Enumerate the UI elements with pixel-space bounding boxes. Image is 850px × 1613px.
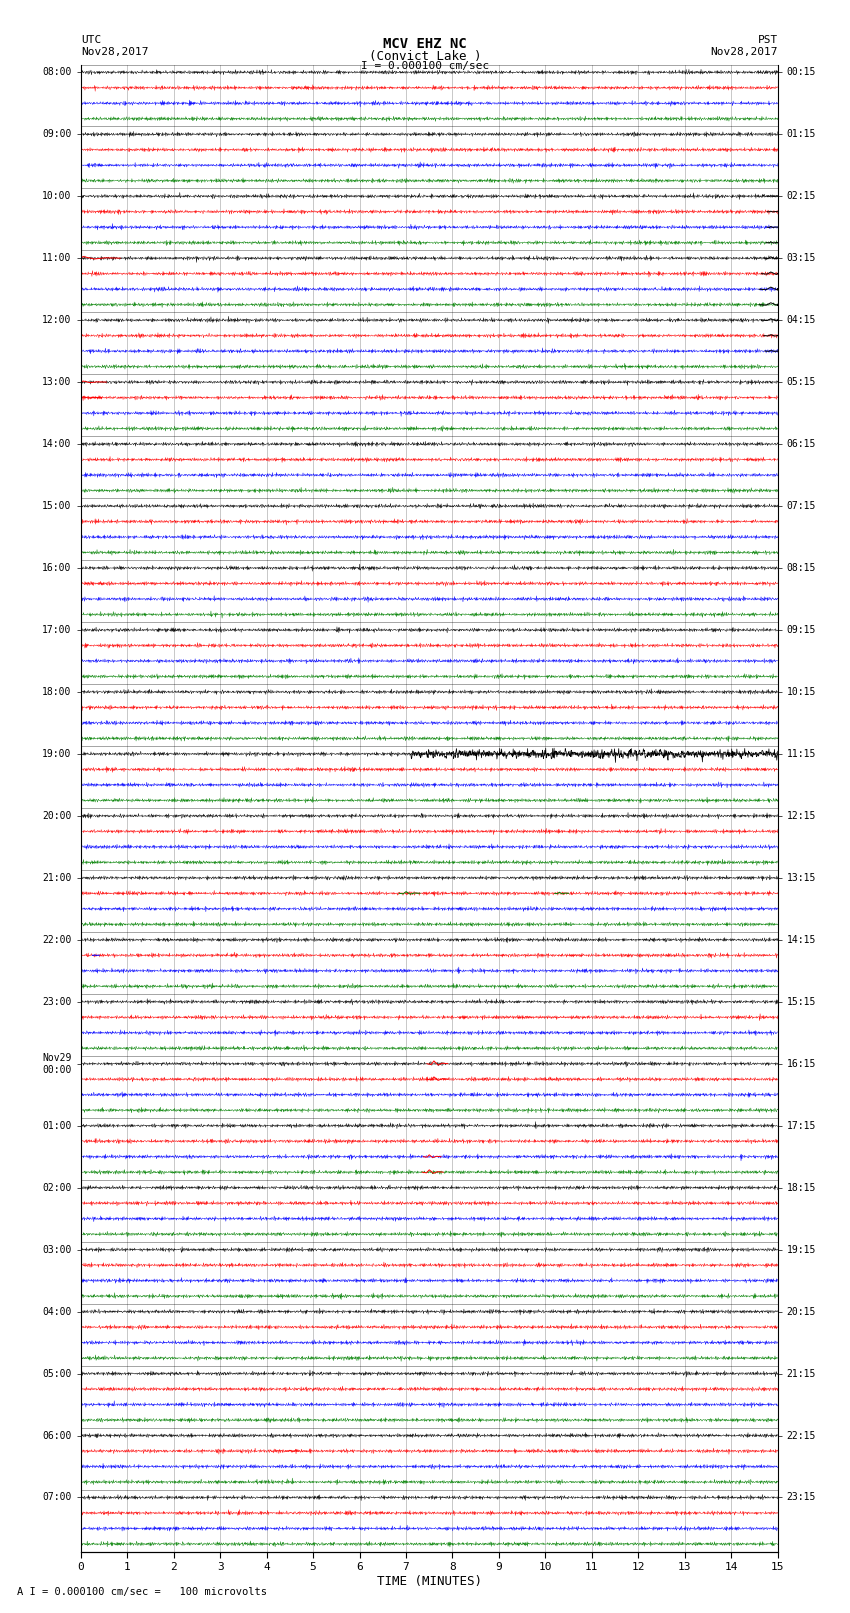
X-axis label: TIME (MINUTES): TIME (MINUTES) bbox=[377, 1574, 482, 1587]
Text: PST: PST bbox=[757, 35, 778, 45]
Text: Nov28,2017: Nov28,2017 bbox=[81, 47, 148, 56]
Text: MCV EHZ NC: MCV EHZ NC bbox=[383, 37, 467, 52]
Text: UTC: UTC bbox=[81, 35, 101, 45]
Text: Nov28,2017: Nov28,2017 bbox=[711, 47, 778, 56]
Text: I = 0.000100 cm/sec: I = 0.000100 cm/sec bbox=[361, 61, 489, 71]
Text: (Convict Lake ): (Convict Lake ) bbox=[369, 50, 481, 63]
Text: A I = 0.000100 cm/sec =   100 microvolts: A I = 0.000100 cm/sec = 100 microvolts bbox=[17, 1587, 267, 1597]
